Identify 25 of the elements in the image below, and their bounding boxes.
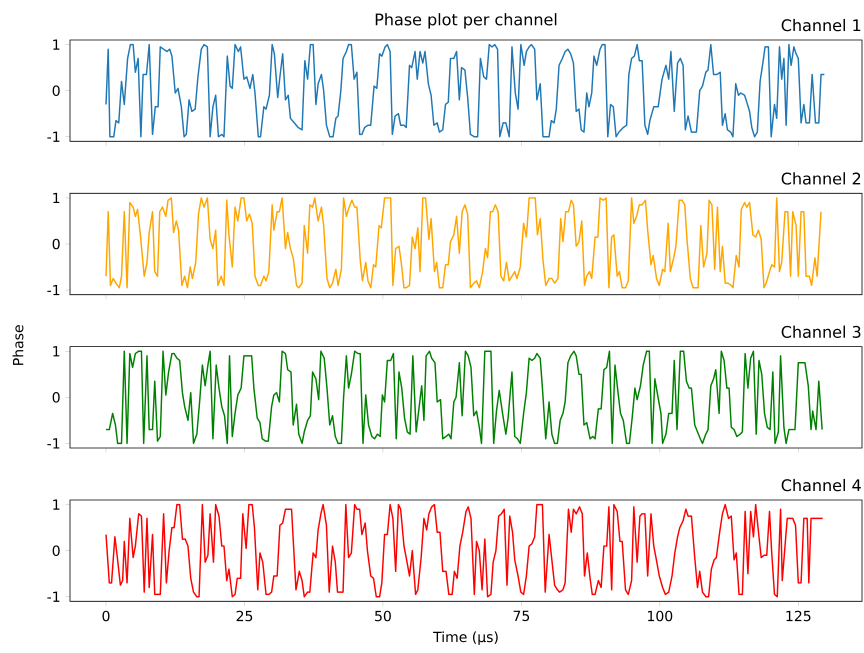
y-tick-label: -1	[47, 592, 60, 602]
x-axis-title: Time (µs)	[433, 631, 498, 645]
x-tick-label: 0	[102, 610, 110, 622]
y-tick-label: 0	[52, 238, 60, 250]
y-tick-label: 1	[53, 192, 60, 204]
x-tick-label: 75	[514, 610, 530, 622]
chart-subtitle: Channel 1	[782, 18, 860, 32]
y-tick-label: 0	[52, 392, 60, 403]
y-tick-label: 1	[53, 40, 60, 50]
y-tick-label: 0	[52, 85, 60, 96]
y-tick-label: -1	[47, 132, 60, 142]
chart-subtitle: Channel 3	[782, 326, 860, 338]
chart-subtitle: Channel 2	[782, 172, 860, 185]
y-tick-label: 1	[53, 500, 60, 510]
chart-title: Phase plot per channel	[376, 13, 556, 29]
y-tick-label: -1	[47, 438, 60, 448]
y-tick-label: -1	[47, 284, 60, 296]
y-tick-label: 0	[52, 545, 60, 556]
x-tick-label: 100	[648, 610, 672, 622]
chart-subtitle: Channel 4	[782, 478, 861, 492]
y-axis-title: Phase	[12, 325, 24, 365]
x-tick-label: 125	[786, 610, 810, 622]
x-tick-label: 25	[236, 610, 252, 622]
x-tick-label: 50	[375, 610, 391, 622]
y-tick-label: 1	[53, 346, 60, 356]
